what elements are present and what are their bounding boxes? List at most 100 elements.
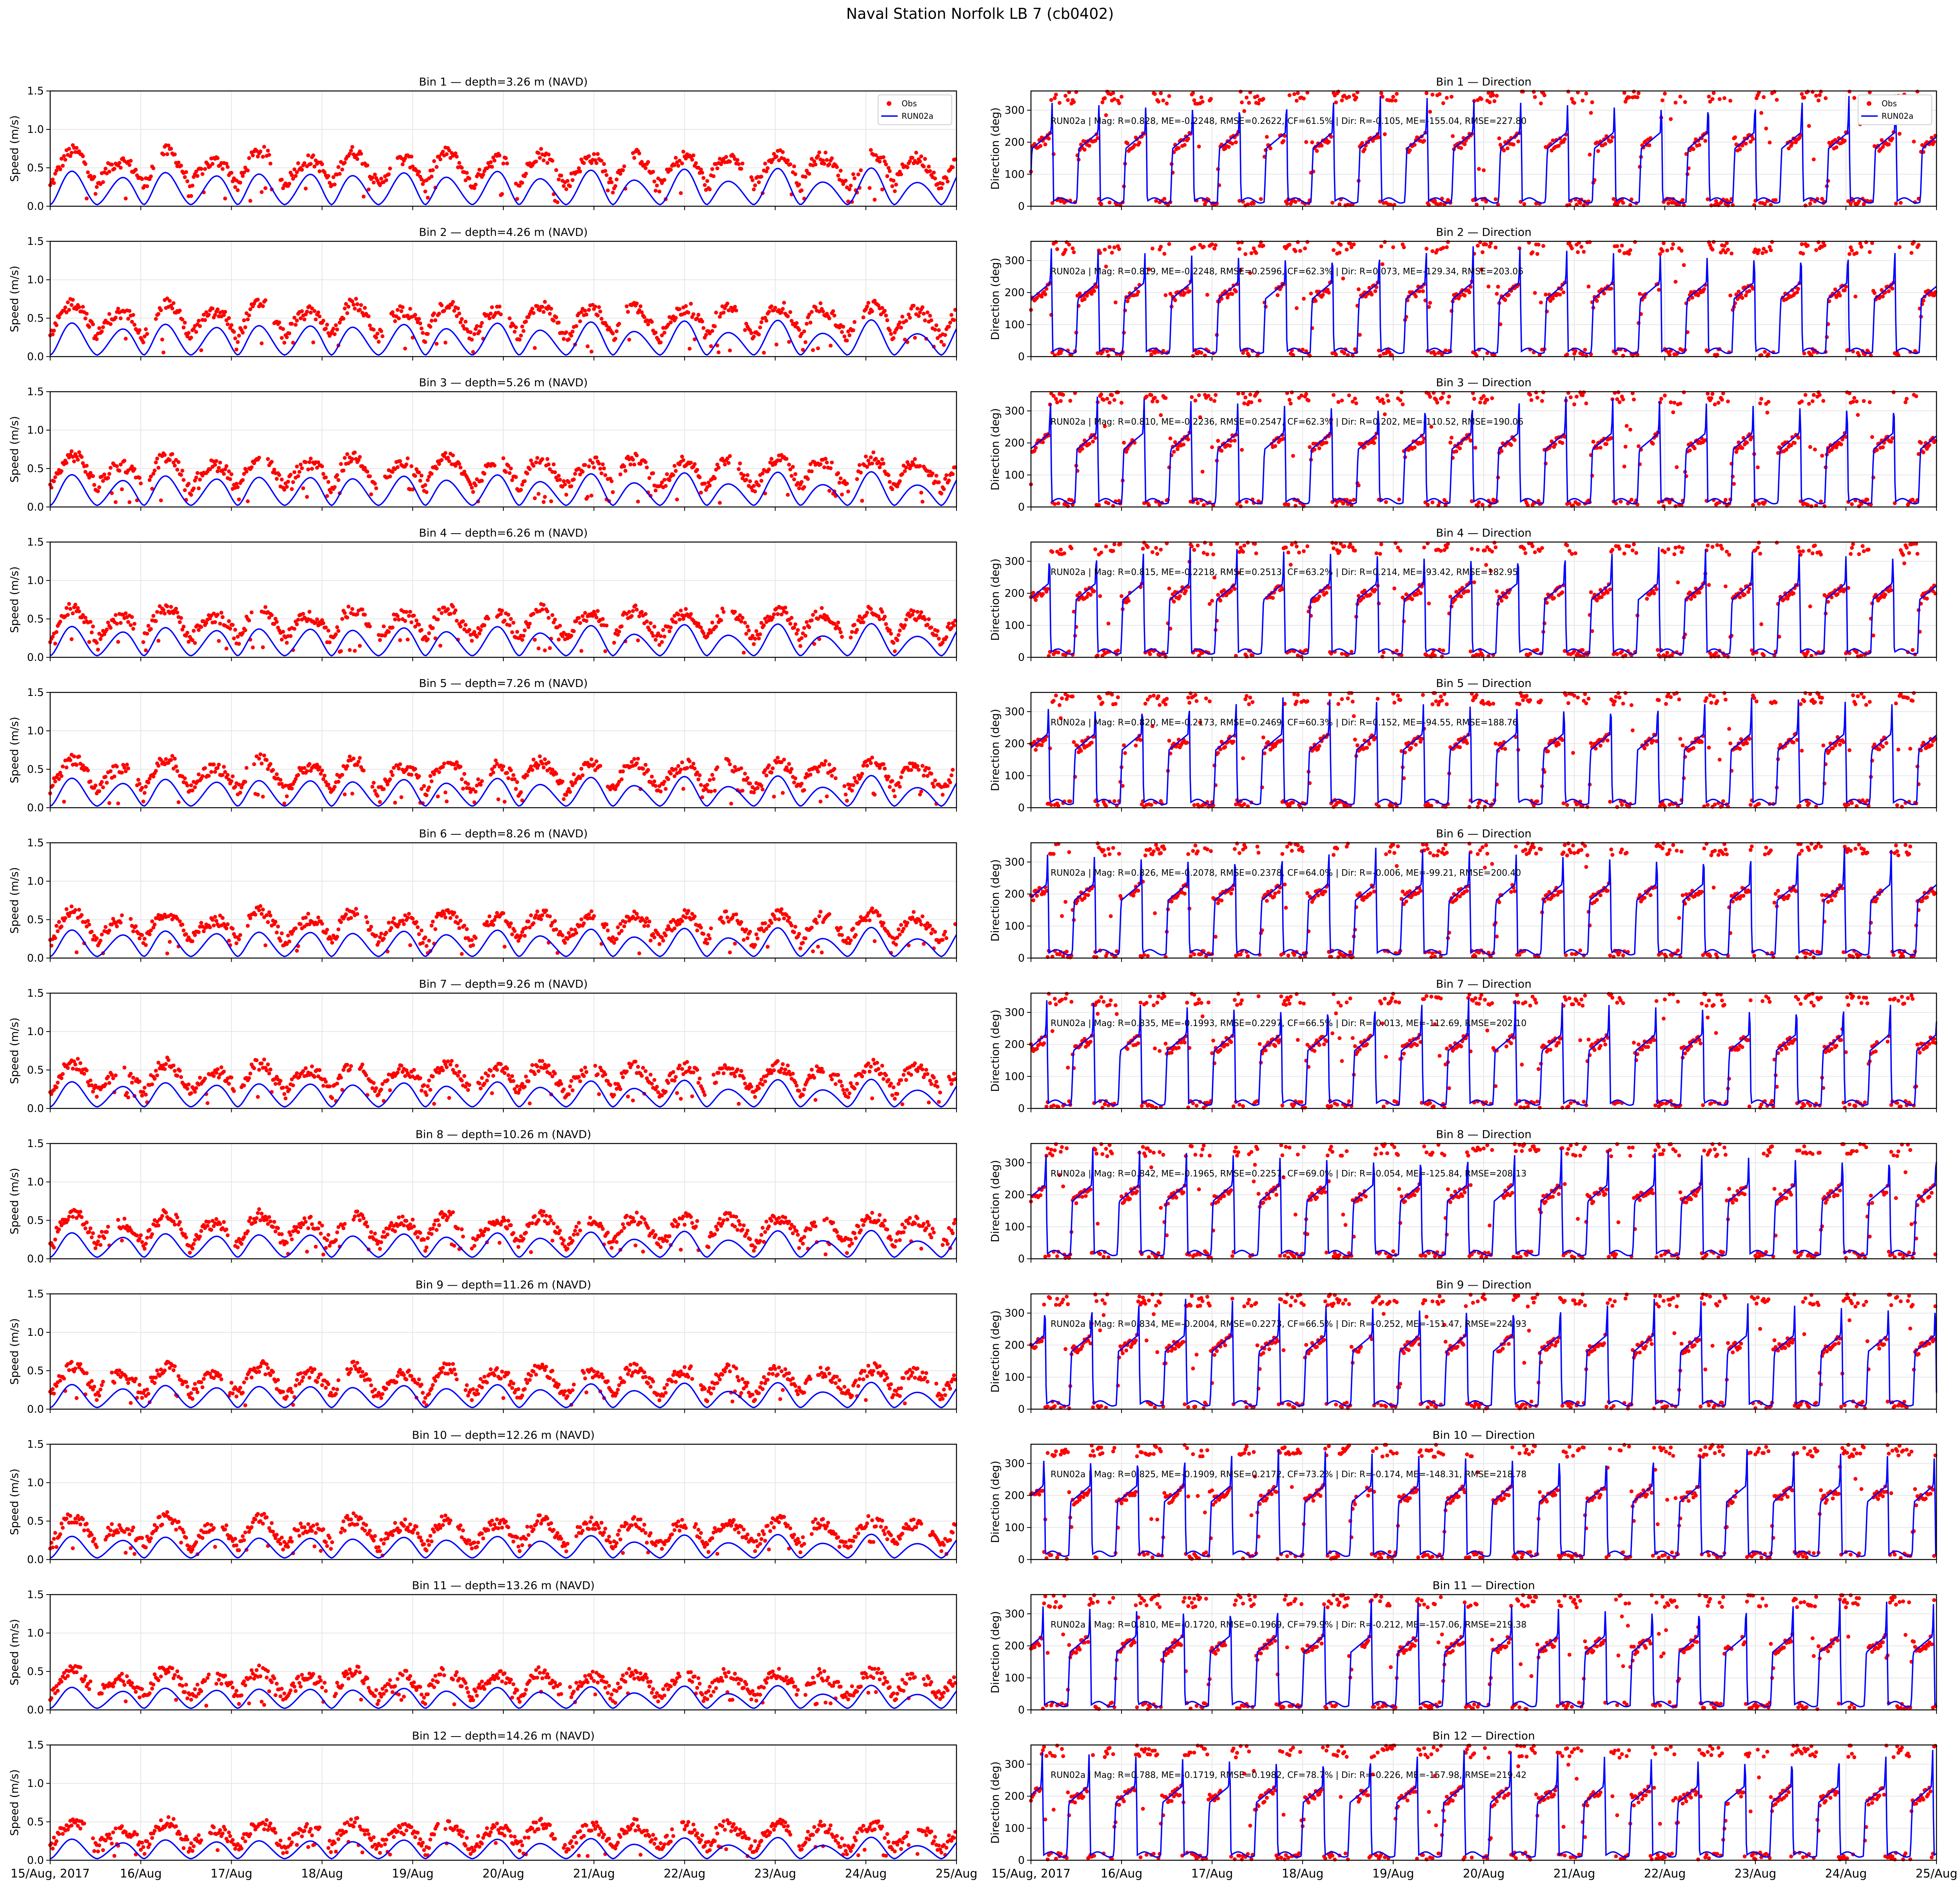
obs-point — [401, 162, 405, 167]
obs-point — [1890, 136, 1895, 141]
obs-point — [676, 163, 681, 168]
obs-point — [1391, 95, 1395, 99]
obs-point — [492, 158, 497, 163]
obs-point — [458, 625, 463, 629]
obs-point — [753, 489, 757, 494]
obs-point — [465, 171, 469, 175]
obs-point — [951, 165, 955, 169]
obs-point — [397, 618, 401, 622]
obs-point — [220, 167, 225, 171]
obs-point — [900, 314, 904, 319]
obs-point — [743, 621, 747, 625]
obs-point — [642, 315, 646, 319]
obs-point — [589, 349, 593, 354]
obs-point — [891, 336, 896, 340]
obs-point — [583, 611, 587, 615]
obs-point — [825, 158, 829, 162]
obs-point — [216, 156, 220, 160]
obs-point — [64, 606, 69, 610]
obs-point — [425, 490, 429, 494]
direction-y-axis-label: Direction (deg) — [989, 258, 1002, 340]
obs-point — [934, 323, 938, 327]
obs-point — [695, 468, 699, 472]
obs-point — [676, 612, 681, 617]
obs-point — [1112, 245, 1116, 249]
obs-point — [1568, 395, 1573, 400]
obs-point — [1624, 424, 1629, 428]
obs-point — [1220, 449, 1224, 453]
obs-point — [1808, 202, 1812, 206]
obs-point — [74, 146, 79, 150]
obs-point — [241, 478, 245, 482]
obs-point — [869, 148, 873, 152]
obs-point — [886, 473, 891, 477]
obs-point — [726, 461, 731, 465]
obs-point — [229, 323, 234, 327]
obs-point — [1478, 400, 1482, 405]
obs-point — [460, 165, 464, 170]
obs-point — [1486, 284, 1491, 289]
obs-point — [169, 147, 173, 151]
obs-point — [116, 307, 120, 311]
obs-point — [1691, 147, 1695, 151]
obs-point — [141, 340, 145, 345]
obs-point — [169, 605, 173, 609]
obs-point — [870, 309, 874, 313]
obs-point — [261, 154, 265, 159]
obs-point — [557, 320, 561, 325]
obs-point — [749, 175, 753, 179]
obs-point — [1706, 197, 1710, 202]
obs-point — [627, 338, 632, 342]
obs-point — [179, 616, 183, 620]
obs-point — [899, 172, 903, 176]
obs-point — [1287, 243, 1292, 247]
obs-point — [365, 470, 370, 474]
obs-point — [1912, 240, 1916, 244]
obs-point — [613, 184, 617, 188]
obs-point — [933, 176, 937, 181]
obs-point — [673, 316, 678, 320]
obs-point — [62, 154, 66, 158]
obs-point — [1540, 399, 1544, 403]
obs-point — [175, 610, 180, 615]
obs-point — [553, 470, 557, 474]
obs-point — [358, 455, 362, 459]
obs-point — [617, 629, 621, 634]
obs-point — [622, 464, 626, 469]
obs-point — [1428, 110, 1432, 114]
obs-point — [1620, 243, 1624, 248]
obs-point — [885, 318, 889, 322]
obs-point — [769, 457, 773, 461]
obs-point — [66, 613, 70, 617]
obs-point — [1673, 100, 1678, 105]
obs-point — [1890, 287, 1895, 291]
obs-point — [1800, 92, 1804, 96]
obs-point — [796, 628, 800, 632]
obs-point — [87, 640, 91, 644]
obs-point — [1240, 100, 1244, 105]
obs-point — [1891, 390, 1896, 394]
obs-point — [574, 324, 579, 328]
obs-point — [1584, 401, 1588, 405]
obs-point — [578, 319, 582, 323]
obs-point — [61, 163, 65, 168]
obs-point — [1468, 438, 1473, 443]
obs-point — [380, 334, 385, 338]
obs-point — [144, 648, 148, 652]
obs-point — [472, 186, 477, 190]
obs-point — [1764, 126, 1768, 131]
obs-point — [1391, 245, 1395, 249]
obs-point — [626, 310, 630, 314]
obs-point — [939, 186, 944, 190]
obs-point — [1475, 243, 1480, 248]
obs-point — [323, 170, 327, 174]
obs-point — [1167, 242, 1171, 246]
obs-point — [667, 478, 671, 482]
obs-point — [1572, 402, 1576, 407]
obs-point — [1660, 249, 1664, 253]
obs-point — [1214, 393, 1218, 397]
obs-point — [1103, 247, 1107, 252]
obs-point — [247, 618, 251, 623]
obs-point — [943, 333, 947, 337]
obs-point — [1162, 197, 1167, 201]
